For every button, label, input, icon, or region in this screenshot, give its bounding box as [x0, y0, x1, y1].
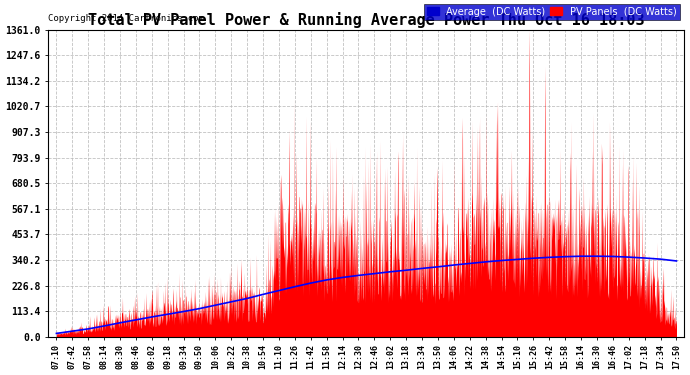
Legend: Average  (DC Watts), PV Panels  (DC Watts): Average (DC Watts), PV Panels (DC Watts) [424, 4, 680, 20]
Title: Total PV Panel Power & Running Average Power Thu Oct 16 18:03: Total PV Panel Power & Running Average P… [88, 12, 644, 28]
Text: Copyright 2014 Cartronics.com: Copyright 2014 Cartronics.com [48, 14, 204, 23]
